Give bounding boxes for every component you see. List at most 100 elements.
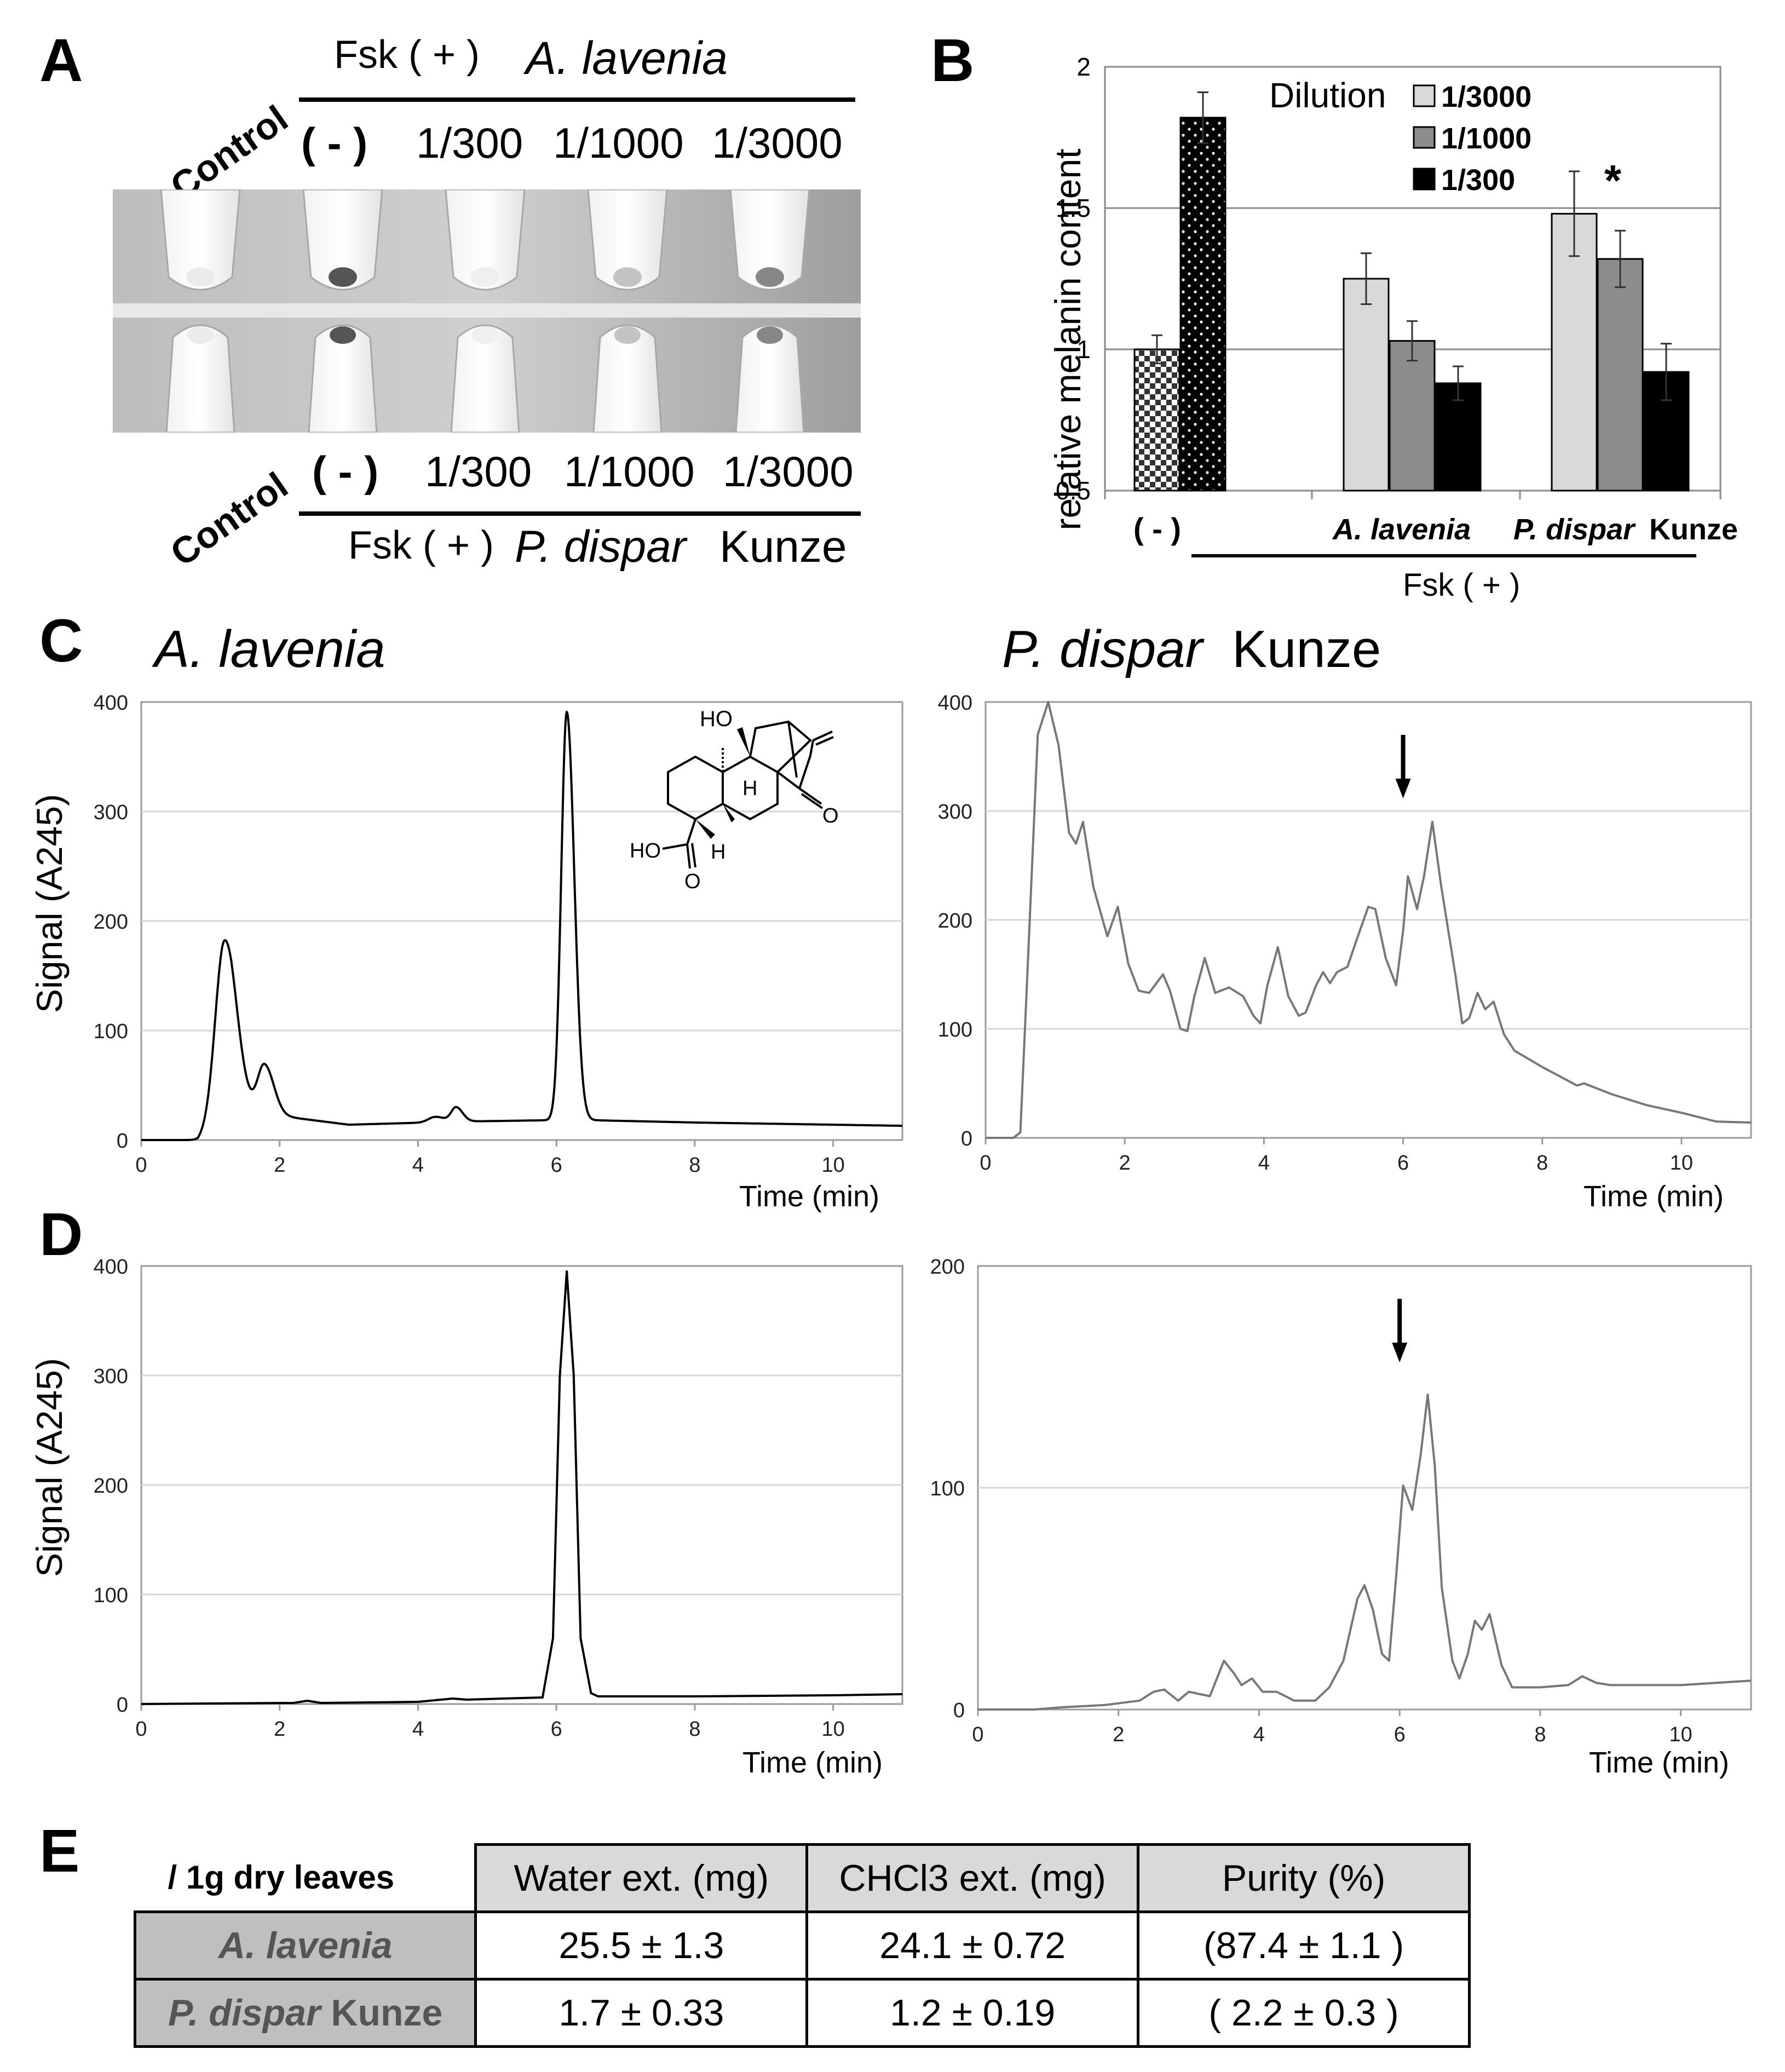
table-cell: ( 2.2 ± 0.3 ): [1137, 1978, 1471, 2048]
chrom-x-tick-label: 8: [1536, 1152, 1548, 1175]
chrom-y-tick-label: 200: [930, 1256, 965, 1279]
chrom-y-tick-label: 200: [938, 910, 972, 933]
panel-a-bottom-lane-neg: ( - ): [312, 447, 379, 496]
pellet-top: [329, 267, 357, 287]
chrom-x-tick-label: 0: [980, 1152, 991, 1175]
chrom-x-tick-label: 6: [1397, 1152, 1409, 1175]
panel-label-a: A: [39, 27, 83, 94]
chrom-x-tick-label: 0: [972, 1723, 983, 1746]
b-fsk-bracket: [1191, 554, 1696, 557]
table-cell: 1.7 ± 0.33: [474, 1978, 809, 2048]
table-cell: 1.2 ± 0.19: [805, 1978, 1140, 2048]
pellet-bottom: [330, 326, 356, 344]
c-left-title: A. lavenia: [154, 620, 385, 678]
chrom-x-tick-label: 6: [1394, 1723, 1406, 1746]
table-header-row: / 1g dry leaves Water ext. (mg) CHCl3 ex…: [135, 1843, 1471, 1913]
table-header-water: Water ext. (mg): [474, 1843, 809, 1913]
chrom-y-tick-label: 200: [94, 911, 128, 934]
chrom-y-tick-label: 100: [94, 1584, 128, 1607]
legend-label-1000: 1/1000: [1441, 122, 1532, 155]
tube-reflection: [625, 354, 629, 419]
panel-a-top-lane-3000: 1/3000: [712, 119, 843, 167]
chrom-y-tick-label: 100: [930, 1477, 965, 1500]
table-cell: 25.5 ± 1.3: [474, 1910, 809, 1981]
chrom-trace: [141, 1270, 903, 1705]
structure-o2-label: O: [822, 804, 839, 827]
panel-a-top-species-label: A. lavenia: [526, 32, 728, 84]
chrom-y-tick-label: 400: [94, 692, 128, 715]
b-fsk-label: Fsk ( + ): [1403, 567, 1521, 603]
melanin-bar-chart: 0.5 1 1.5 2: [1056, 53, 1721, 505]
chrom-x-tick-label: 2: [1113, 1723, 1124, 1746]
panel-a-bottom-bracket-line: [299, 511, 861, 516]
table-cell: (87.4 ± 1.1 ): [1137, 1910, 1471, 1981]
pellet-top: [613, 267, 642, 287]
pellet-bottom: [187, 326, 214, 344]
legend-swatch: [1413, 84, 1436, 107]
b-y-tick-label: 0.5: [1056, 476, 1091, 505]
chrom-y-tick-label: 300: [94, 1365, 128, 1388]
panel-a-bottom-lane-3000: 1/3000: [723, 447, 854, 496]
chrom-y-tick-label: 100: [938, 1018, 972, 1041]
table-row-name-italic: P. dispar: [168, 1992, 321, 2034]
panel-label-e: E: [39, 1817, 80, 1885]
chrom-y-tick-label: 400: [938, 692, 972, 715]
b-bar: [1435, 382, 1482, 492]
table-row-name: A. lavenia: [133, 1910, 477, 1981]
chrom-x-tick-label: 6: [551, 1154, 562, 1177]
chrom-x-tick-label: 10: [821, 1154, 844, 1177]
structure-h1-label: H: [742, 777, 757, 800]
panel-label-d: D: [39, 1201, 83, 1268]
chrom-x-tick-label: 8: [1534, 1723, 1546, 1746]
chrom-x-tick-label: 2: [274, 1718, 285, 1741]
d-right-x-axis-label: Time (min): [1589, 1746, 1729, 1779]
chrom-x-tick-label: 4: [1258, 1152, 1270, 1175]
chrom-y-tick-label: 0: [117, 1694, 128, 1717]
chrom-x-tick-label: 6: [551, 1718, 562, 1741]
chemical-structure: HO H H HO O O: [630, 707, 839, 893]
pellet-bottom: [472, 326, 498, 344]
chrom-x-tick-label: 10: [821, 1718, 844, 1741]
chrom-x-tick-label: 4: [1253, 1723, 1265, 1746]
table-row: P. dispar Kunze 1.7 ± 0.33 1.2 ± 0.19 ( …: [133, 1978, 1471, 2048]
chrom-x-tick-label: 10: [1669, 1723, 1692, 1746]
b-y-tick-label: 1: [1076, 335, 1091, 364]
structure-ho-label: HO: [700, 707, 733, 731]
c-right-title-rest: Kunze: [1232, 620, 1381, 678]
tube-reflection: [483, 354, 486, 419]
chrom-trace: [986, 701, 1752, 1139]
pellet-bottom: [757, 326, 783, 344]
chrom-y-tick-label: 0: [961, 1127, 972, 1150]
pellet-bottom: [614, 326, 641, 344]
structure-h2-label: H: [711, 841, 725, 864]
b-y-tick-label: 1.5: [1056, 194, 1091, 222]
significance-asterisk: *: [1604, 156, 1622, 205]
peak-arrow-head: [1395, 779, 1411, 798]
table-cell: 24.1 ± 0.72: [805, 1910, 1140, 1981]
table-row: A. lavenia 25.5 ± 1.3 24.1 ± 0.72 (87.4 …: [133, 1910, 1471, 1981]
panel-label-c: C: [39, 607, 83, 675]
c-left-x-axis-label: Time (min): [739, 1180, 879, 1213]
c-right-title-italic: P. dispar: [1002, 620, 1203, 678]
b-xlabel-kunze: Kunze: [1649, 513, 1738, 546]
panel-a-bottom-fsk-label: Fsk ( + ): [348, 523, 494, 567]
panel-a-top-bracket-line: [299, 97, 855, 102]
chrom-y-tick-label: 400: [94, 1256, 128, 1279]
tube-top: [445, 189, 526, 291]
d-left-x-axis-label: Time (min): [742, 1746, 883, 1779]
panel-label-b: B: [931, 27, 975, 94]
chrom-x-tick-label: 0: [135, 1154, 147, 1177]
structure-o1-label: O: [684, 870, 701, 893]
chrom-y-tick-label: 0: [953, 1699, 965, 1722]
chrom-x-tick-label: 4: [412, 1718, 424, 1741]
chrom-x-tick-label: 4: [412, 1154, 424, 1177]
chrom-x-tick-label: 8: [689, 1718, 700, 1741]
table-row-name: P. dispar Kunze: [133, 1978, 477, 2048]
b-y-axis-label: relative melanin content: [1047, 148, 1088, 531]
panel-a-bottom-lane-300: 1/300: [425, 447, 532, 496]
peak-arrow-head: [1392, 1343, 1408, 1362]
table-corner-label: / 1g dry leaves: [135, 1844, 476, 1912]
panel-a-bottom-lane-1000: 1/1000: [564, 447, 695, 496]
table-header-purity: Purity (%): [1137, 1843, 1471, 1913]
